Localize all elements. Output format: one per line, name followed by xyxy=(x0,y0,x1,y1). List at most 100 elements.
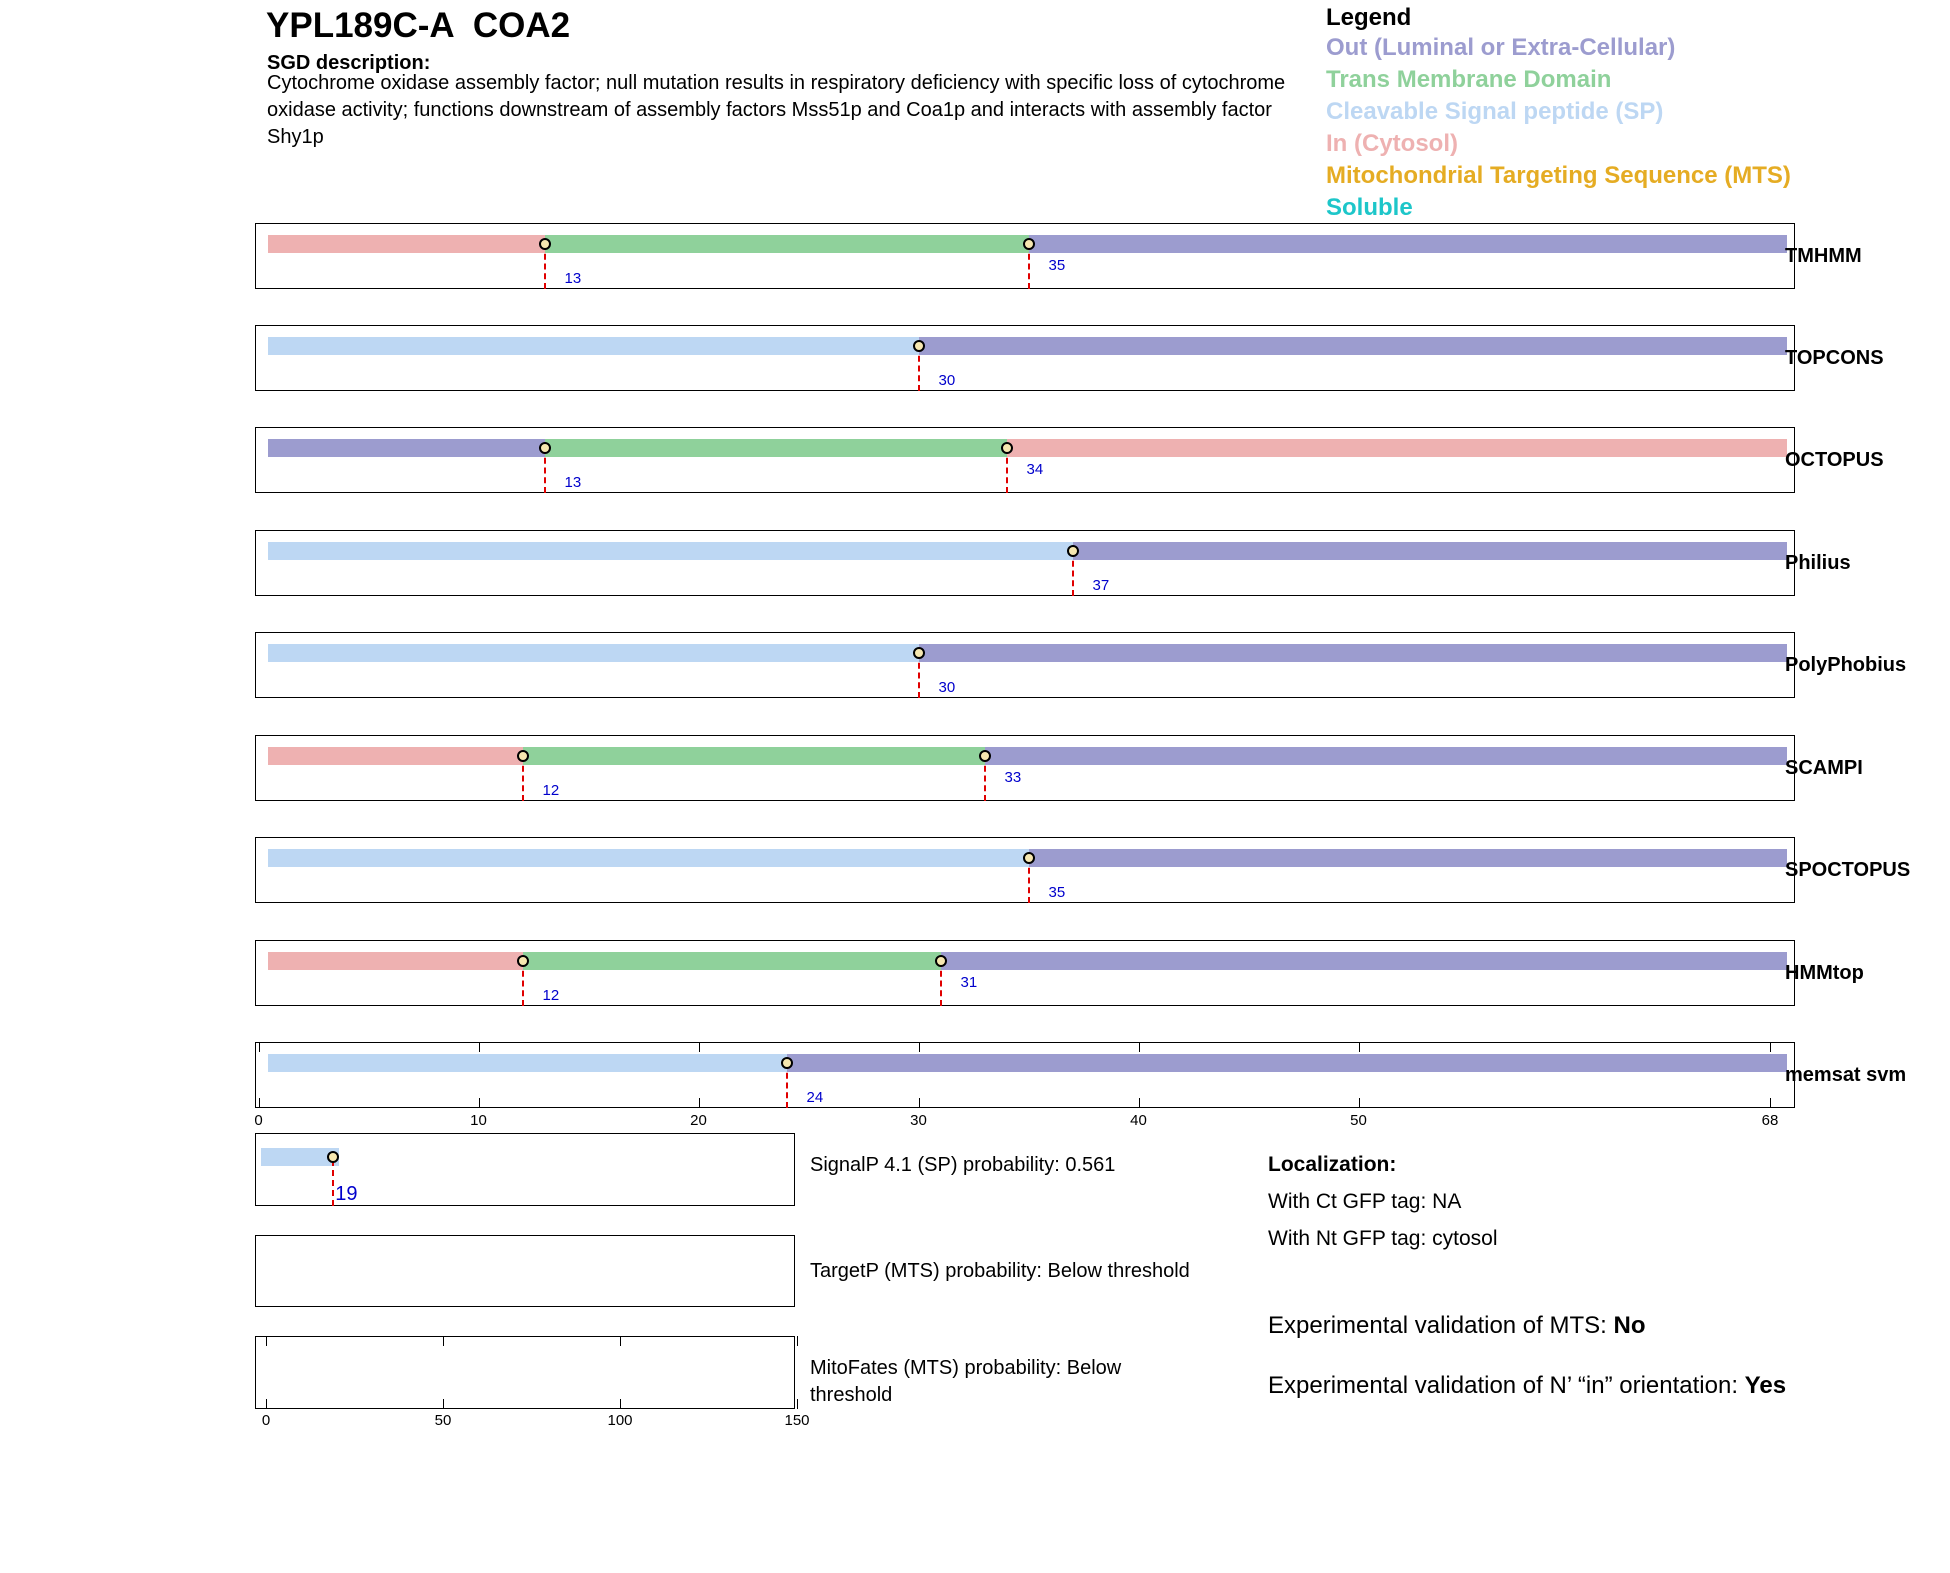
axis-tick xyxy=(1358,1042,1360,1052)
boundary-label: 12 xyxy=(542,987,560,1004)
targetp-probability: TargetP (MTS) probability: Below thresho… xyxy=(810,1260,1190,1282)
boundary-label: 37 xyxy=(1092,577,1110,594)
track-panel-octopus xyxy=(255,427,1795,493)
small-axis-tick xyxy=(620,1399,621,1409)
topology-segment-out xyxy=(1028,849,1787,867)
topology-segment-tm xyxy=(544,439,1007,457)
topology-segment-out xyxy=(940,952,1787,970)
boundary-line xyxy=(983,756,986,801)
small-axis-tick-label: 50 xyxy=(434,1412,452,1429)
axis-tick-label: 0 xyxy=(254,1112,263,1129)
topology-segment-out xyxy=(267,439,545,457)
boundary-label: 13 xyxy=(564,270,582,287)
boundary-line xyxy=(521,756,524,801)
method-label-topcons: TOPCONS xyxy=(1785,347,1884,369)
method-label-hmmtop: HMMtop xyxy=(1785,962,1864,984)
method-label-tmhmm: TMHMM xyxy=(1785,245,1862,267)
signalp-cleavage-label: 19 xyxy=(335,1183,358,1205)
track-panel-memsat-svm xyxy=(255,1042,1795,1108)
mitofates-panel xyxy=(255,1336,795,1409)
track-panel-topcons xyxy=(255,325,1795,391)
boundary-marker xyxy=(912,647,925,659)
legend-item-in: In (Cytosol) xyxy=(1326,130,1458,157)
boundary-line xyxy=(543,448,546,493)
axis-tick xyxy=(478,1042,480,1052)
signalp-cleavage-line xyxy=(332,1160,335,1206)
boundary-marker xyxy=(1066,545,1079,557)
boundary-line xyxy=(1027,858,1030,903)
axis-tick xyxy=(918,1042,920,1052)
axis-tick-label: 40 xyxy=(1130,1112,1147,1129)
axis-tick xyxy=(918,1098,920,1108)
topology-segment-sp xyxy=(267,542,1073,560)
orientation-validation-label: Experimental validation of N’ “in” orien… xyxy=(1268,1372,1745,1399)
axis-tick xyxy=(478,1098,480,1108)
legend-item-out: Out (Luminal or Extra-Cellular) xyxy=(1326,34,1676,61)
legend-heading: Legend xyxy=(1326,4,1412,31)
topology-segment-sp xyxy=(267,849,1029,867)
method-label-polyphobius: PolyPhobius xyxy=(1785,654,1907,676)
boundary-label: 34 xyxy=(1026,461,1044,478)
topology-segment-sp xyxy=(267,1054,787,1072)
boundary-marker xyxy=(1022,852,1035,864)
axis-tick xyxy=(1770,1042,1771,1052)
signalp-panel xyxy=(255,1133,795,1206)
orientation-validation: Experimental validation of N’ “in” orien… xyxy=(1268,1372,1786,1400)
small-axis-tick xyxy=(443,1399,444,1409)
boundary-line xyxy=(785,1063,788,1108)
boundary-label: 24 xyxy=(806,1089,824,1106)
boundary-line xyxy=(1027,244,1030,289)
small-axis-tick xyxy=(797,1336,798,1346)
boundary-marker xyxy=(1022,238,1035,250)
boundary-marker xyxy=(780,1057,793,1069)
axis-tick xyxy=(698,1098,700,1108)
boundary-line xyxy=(521,961,524,1006)
mts-validation-label: Experimental validation of MTS: xyxy=(1268,1312,1614,1339)
boundary-label: 30 xyxy=(938,372,956,389)
mitofates-probability: MitoFates (MTS) probability: Below thres… xyxy=(810,1357,1122,1406)
topology-segment-in xyxy=(267,747,523,765)
axis-tick-label: 10 xyxy=(470,1112,487,1129)
track-panel-scampi xyxy=(255,735,1795,801)
localization-nt-gfp: With Nt GFP tag: cytosol xyxy=(1268,1227,1498,1250)
signalp-cleavage-marker xyxy=(327,1151,340,1163)
boundary-line xyxy=(939,961,942,1006)
axis-tick xyxy=(258,1098,260,1108)
axis-tick-label: 68 xyxy=(1761,1112,1779,1129)
track-panel-hmmtop xyxy=(255,940,1795,1006)
small-axis-tick-label: 0 xyxy=(261,1412,271,1429)
boundary-marker xyxy=(934,955,947,967)
legend-item-sol: Soluble xyxy=(1326,194,1413,221)
method-label-memsat-svm: memsat svm xyxy=(1785,1064,1907,1086)
boundary-line xyxy=(1005,448,1008,493)
axis-tick-label: 30 xyxy=(910,1112,927,1129)
method-label-philius: Philius xyxy=(1785,552,1851,574)
topology-segment-sp xyxy=(267,337,919,355)
boundary-marker xyxy=(538,442,551,454)
topology-segment-in xyxy=(267,952,523,970)
localization-ct-gfp: With Ct GFP tag: NA xyxy=(1268,1190,1462,1213)
boundary-marker xyxy=(978,750,991,762)
small-axis-tick-label: 100 xyxy=(607,1412,633,1429)
topology-segment-in xyxy=(267,235,545,253)
topology-segment-out xyxy=(984,747,1787,765)
boundary-line xyxy=(543,244,546,289)
topology-segment-in xyxy=(1006,439,1787,457)
boundary-label: 35 xyxy=(1048,257,1066,274)
page-title: YPL189C-A COA2 xyxy=(266,6,571,45)
small-axis-tick xyxy=(266,1336,267,1346)
legend-item-mts: Mitochondrial Targeting Sequence (MTS) xyxy=(1326,162,1791,189)
axis-tick xyxy=(258,1042,260,1052)
method-label-spoctopus: SPOCTOPUS xyxy=(1785,859,1911,881)
topology-segment-out xyxy=(918,644,1787,662)
boundary-label: 33 xyxy=(1004,769,1022,786)
sgd-description: Cytochrome oxidase assembly factor; null… xyxy=(267,72,1286,148)
topology-segment-out xyxy=(918,337,1787,355)
track-panel-spoctopus xyxy=(255,837,1795,903)
orientation-validation-value: Yes xyxy=(1744,1372,1787,1399)
boundary-marker xyxy=(538,238,551,250)
boundary-label: 35 xyxy=(1048,884,1066,901)
method-label-octopus: OCTOPUS xyxy=(1785,449,1884,471)
topology-segment-out xyxy=(1072,542,1787,560)
localization-heading: Localization: xyxy=(1268,1153,1397,1176)
